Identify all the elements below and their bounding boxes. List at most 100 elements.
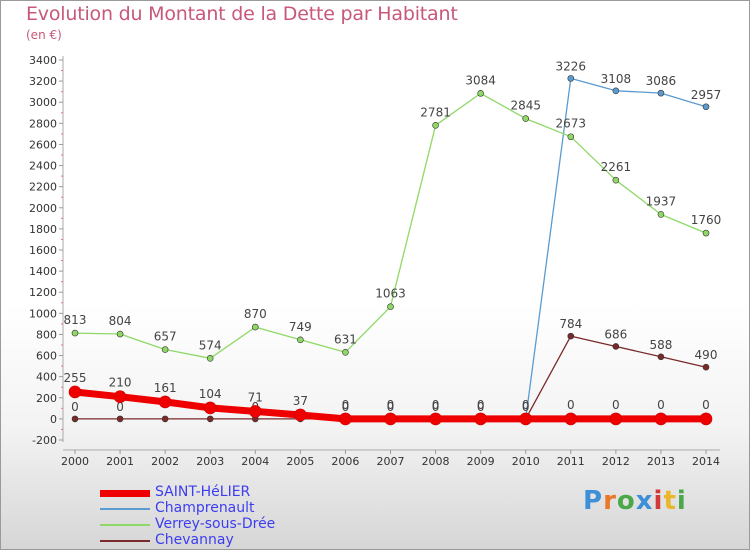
data-point-chevannay xyxy=(71,415,79,423)
data-point-saint-h-lier xyxy=(564,412,578,426)
data-point-saint-h-lier xyxy=(519,412,533,426)
data-point-champrenault xyxy=(657,89,665,97)
y-tick-label: 800 xyxy=(36,328,57,341)
data-label-saint-h-lier: 0 xyxy=(342,398,350,412)
data-point-saint-h-lier xyxy=(339,412,352,426)
data-label-verrey-sous-dr-e: 1760 xyxy=(691,213,722,227)
data-label-saint-h-lier: 0 xyxy=(612,398,620,412)
legend-label: SAINT-HéLIER xyxy=(155,484,251,500)
data-point-verrey-sous-dr-e xyxy=(657,211,665,218)
y-tick-label: 600 xyxy=(36,350,57,363)
data-label-champrenault: 3086 xyxy=(646,74,677,88)
data-label-chevannay: 0 xyxy=(522,400,530,414)
data-point-verrey-sous-dr-e xyxy=(342,348,349,356)
data-label-champrenault: 2957 xyxy=(691,88,722,102)
x-tick-label: 2002 xyxy=(151,455,179,468)
data-point-saint-h-lier xyxy=(68,385,82,399)
x-tick-label: 2012 xyxy=(602,455,630,468)
data-label-chevannay: 0 xyxy=(342,400,350,414)
data-point-champrenault xyxy=(612,87,620,95)
data-label-verrey-sous-dr-e: 1937 xyxy=(646,194,677,208)
y-tick-label: 1800 xyxy=(29,223,57,236)
y-tick-label: 2400 xyxy=(29,160,57,173)
data-label-saint-h-lier: 0 xyxy=(432,398,440,412)
data-point-saint-h-lier xyxy=(158,395,172,409)
data-point-chevannay xyxy=(612,343,620,350)
data-label-saint-h-lier: 0 xyxy=(522,398,530,412)
x-tick-label: 2003 xyxy=(196,455,224,468)
data-label-verrey-sous-dr-e: 813 xyxy=(64,313,87,327)
legend-swatch xyxy=(100,524,150,526)
x-tick-label: 2005 xyxy=(286,455,314,468)
data-label-chevannay: 0 xyxy=(477,400,485,414)
y-tick-label: 200 xyxy=(36,392,57,405)
data-point-saint-h-lier xyxy=(429,412,442,426)
data-point-verrey-sous-dr-e xyxy=(116,330,124,338)
y-tick-label: 3400 xyxy=(29,54,57,67)
chart-subtitle: (en €) xyxy=(26,28,62,42)
data-label-verrey-sous-dr-e: 631 xyxy=(334,332,357,346)
data-label-verrey-sous-dr-e: 749 xyxy=(289,320,312,334)
legend-swatch xyxy=(100,540,150,542)
data-point-verrey-sous-dr-e xyxy=(702,229,710,237)
data-label-verrey-sous-dr-e: 2845 xyxy=(510,99,541,113)
data-label-chevannay: 490 xyxy=(695,348,718,362)
x-tick-label: 2004 xyxy=(241,455,269,468)
y-tick-label: 1000 xyxy=(29,307,57,320)
logo-letter: i xyxy=(653,486,664,516)
data-point-chevannay xyxy=(116,415,124,423)
legend-swatch xyxy=(100,508,150,510)
legend-label: Verrey-sous-Drée xyxy=(155,516,276,532)
legend-label: Champrenault xyxy=(155,500,255,516)
x-tick-label: 2009 xyxy=(467,455,495,468)
data-point-chevannay xyxy=(702,363,710,371)
x-tick-label: 2001 xyxy=(106,455,134,468)
logo-letter: o xyxy=(616,486,636,516)
data-point-verrey-sous-dr-e xyxy=(432,122,439,129)
x-tick-label: 2011 xyxy=(557,455,585,468)
data-label-verrey-sous-dr-e: 2781 xyxy=(420,105,451,119)
data-point-saint-h-lier xyxy=(113,390,127,404)
data-label-saint-h-lier: 0 xyxy=(477,398,485,412)
data-label-verrey-sous-dr-e: 3084 xyxy=(465,73,496,87)
data-label-saint-h-lier: 104 xyxy=(199,387,222,401)
logo-letter: P xyxy=(583,486,604,516)
y-tick-label: 2200 xyxy=(29,181,57,194)
data-point-saint-h-lier xyxy=(384,412,397,426)
x-tick-label: 2006 xyxy=(331,455,359,468)
data-label-saint-h-lier: 0 xyxy=(567,398,575,412)
y-tick-label: 2800 xyxy=(29,117,57,130)
data-label-verrey-sous-dr-e: 2261 xyxy=(601,160,632,174)
x-tick-label: 2014 xyxy=(692,455,720,468)
data-label-saint-h-lier: 210 xyxy=(109,376,132,390)
data-point-saint-h-lier xyxy=(203,401,217,415)
data-point-verrey-sous-dr-e xyxy=(71,329,79,337)
y-tick-label: 1600 xyxy=(29,244,57,257)
data-point-verrey-sous-dr-e xyxy=(161,346,169,353)
data-label-chevannay: 0 xyxy=(432,400,440,414)
data-point-saint-h-lier xyxy=(294,408,307,422)
series-line-verrey-sous-dr-e xyxy=(74,92,707,359)
x-tick-label: 2007 xyxy=(377,455,405,468)
y-tick-label: 3200 xyxy=(29,75,57,88)
data-label-verrey-sous-dr-e: 2673 xyxy=(556,117,587,131)
y-tick-label: 0 xyxy=(50,413,57,426)
data-label-chevannay: 0 xyxy=(116,400,124,414)
data-label-champrenault: 3108 xyxy=(601,72,632,86)
legend-label: Chevannay xyxy=(155,532,234,548)
x-tick-label: 2013 xyxy=(647,455,675,468)
data-label-chevannay: 686 xyxy=(604,327,627,341)
data-point-saint-h-lier xyxy=(248,405,262,418)
data-point-verrey-sous-dr-e xyxy=(612,176,620,184)
data-label-chevannay: 784 xyxy=(559,317,582,331)
data-point-verrey-sous-dr-e xyxy=(297,336,304,344)
data-point-chevannay xyxy=(567,332,575,340)
data-point-verrey-sous-dr-e xyxy=(251,323,259,331)
x-tick-label: 2000 xyxy=(61,455,89,468)
data-point-verrey-sous-dr-e xyxy=(522,115,530,122)
data-point-chevannay xyxy=(206,415,214,423)
y-tick-label: 2000 xyxy=(29,202,57,215)
data-point-champrenault xyxy=(702,103,710,111)
data-label-saint-h-lier: 0 xyxy=(702,398,710,412)
